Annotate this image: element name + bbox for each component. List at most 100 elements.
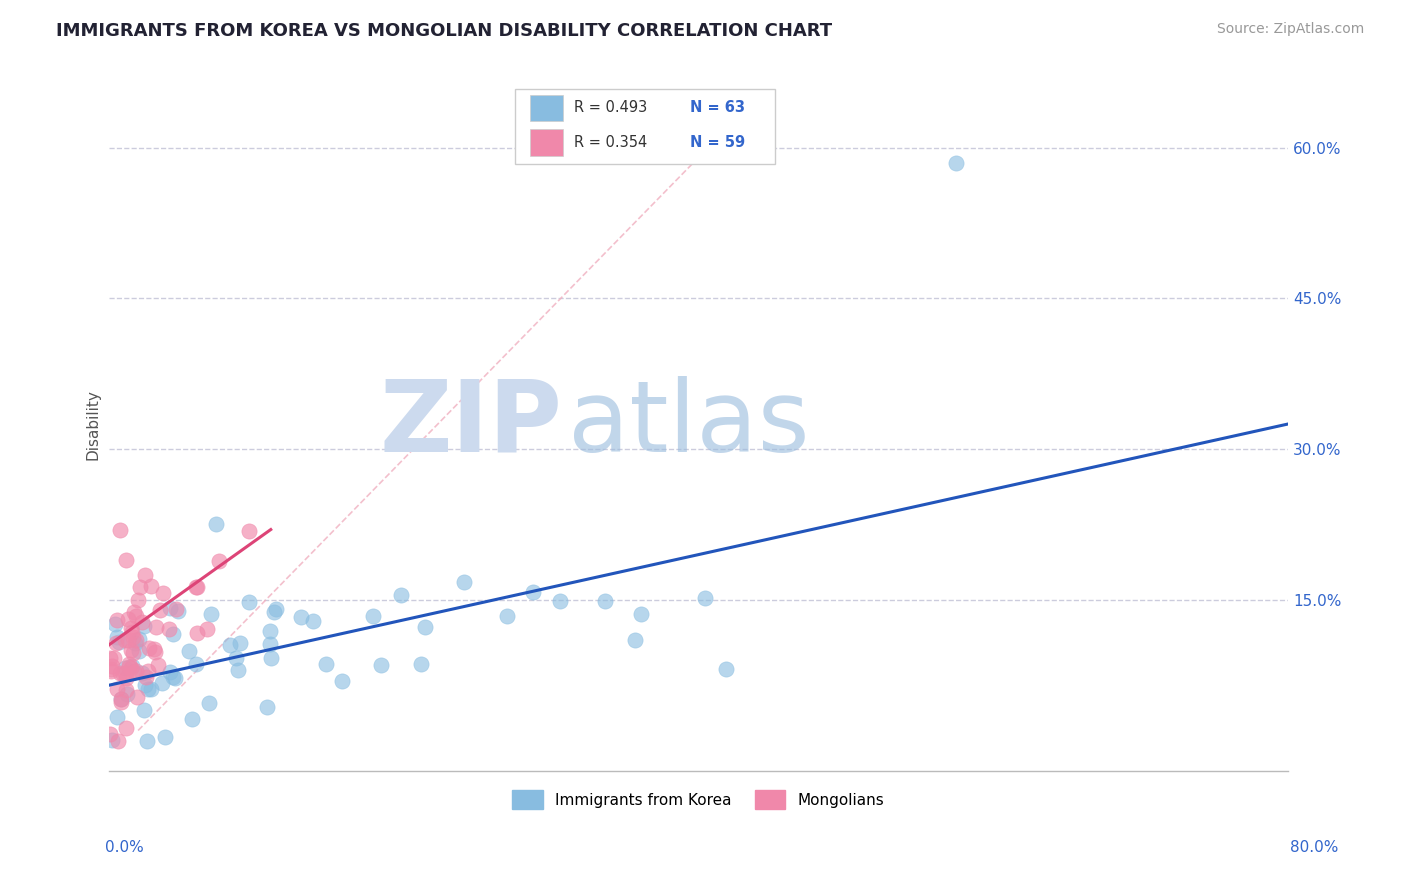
Point [264, 602, 287, 616]
Point [125, 632, 148, 647]
Point [121, 630, 143, 644]
Point [105, 709, 128, 723]
Point [120, 642, 142, 657]
Point [134, 567, 156, 582]
Point [121, 658, 143, 673]
Point [413, 620, 436, 634]
Point [263, 606, 285, 620]
Point [162, 669, 184, 683]
Point [136, 733, 159, 747]
Point [180, 712, 202, 726]
Point [114, 633, 136, 648]
Point [122, 647, 145, 661]
Point [108, 635, 131, 649]
Point [260, 650, 283, 665]
Point [259, 637, 281, 651]
Point [623, 632, 645, 647]
Point [330, 674, 353, 689]
Point [139, 578, 162, 592]
Point [115, 682, 138, 697]
Point [496, 608, 519, 623]
Point [98, 650, 121, 665]
Point [205, 517, 228, 532]
Point [120, 660, 142, 674]
Point [256, 700, 278, 714]
Point [150, 675, 173, 690]
Point [179, 644, 201, 658]
Text: R = 0.493: R = 0.493 [575, 101, 648, 115]
Point [107, 733, 129, 747]
Point [110, 523, 132, 537]
Point [184, 581, 207, 595]
Point [238, 524, 260, 538]
Point [153, 730, 176, 744]
Point [238, 595, 260, 609]
Point [118, 657, 141, 672]
Point [117, 612, 139, 626]
Point [228, 663, 250, 677]
Point [122, 665, 145, 680]
Point [195, 623, 218, 637]
Point [121, 625, 143, 640]
Point [131, 666, 153, 681]
Point [104, 636, 127, 650]
Text: 80.0%: 80.0% [1291, 840, 1339, 855]
Point [134, 702, 156, 716]
Point [128, 632, 150, 646]
Text: atlas: atlas [568, 376, 810, 473]
Point [120, 621, 142, 635]
Point [108, 665, 131, 680]
Point [105, 613, 128, 627]
Point [290, 609, 312, 624]
Point [114, 661, 136, 675]
Point [125, 665, 148, 679]
Point [157, 622, 180, 636]
Point [200, 607, 222, 621]
Point [184, 657, 207, 672]
Point [101, 733, 124, 747]
Point [522, 585, 544, 599]
Point [110, 692, 132, 706]
Y-axis label: Disability: Disability [86, 389, 100, 459]
Point [129, 580, 152, 594]
Point [114, 666, 136, 681]
Point [103, 651, 125, 665]
Point [143, 641, 166, 656]
Text: ZIP: ZIP [380, 376, 562, 473]
Point [134, 619, 156, 633]
Point [145, 645, 167, 659]
Point [111, 667, 134, 681]
Point [301, 614, 323, 628]
Point [548, 594, 571, 608]
Point [136, 665, 159, 679]
Point [114, 722, 136, 736]
Point [122, 605, 145, 619]
Point [117, 632, 139, 647]
Point [110, 692, 132, 706]
Point [716, 662, 738, 676]
Text: Source: ZipAtlas.com: Source: ZipAtlas.com [1216, 22, 1364, 37]
Point [118, 660, 141, 674]
Legend: Immigrants from Korea, Mongolians: Immigrants from Korea, Mongolians [506, 784, 890, 815]
Point [125, 609, 148, 624]
Point [165, 602, 187, 616]
FancyBboxPatch shape [516, 89, 775, 164]
Point [145, 620, 167, 634]
Point [225, 651, 247, 665]
Point [149, 603, 172, 617]
Text: R = 0.354: R = 0.354 [575, 135, 648, 150]
Point [131, 615, 153, 630]
Point [162, 627, 184, 641]
Point [218, 638, 240, 652]
Point [98, 727, 121, 741]
Point [114, 672, 136, 686]
Point [630, 607, 652, 621]
Point [135, 669, 157, 683]
Point [134, 678, 156, 692]
Point [693, 591, 716, 606]
Text: N = 59: N = 59 [690, 135, 745, 150]
Text: 0.0%: 0.0% [105, 840, 145, 855]
Point [138, 641, 160, 656]
Point [105, 630, 128, 644]
Point [186, 625, 208, 640]
